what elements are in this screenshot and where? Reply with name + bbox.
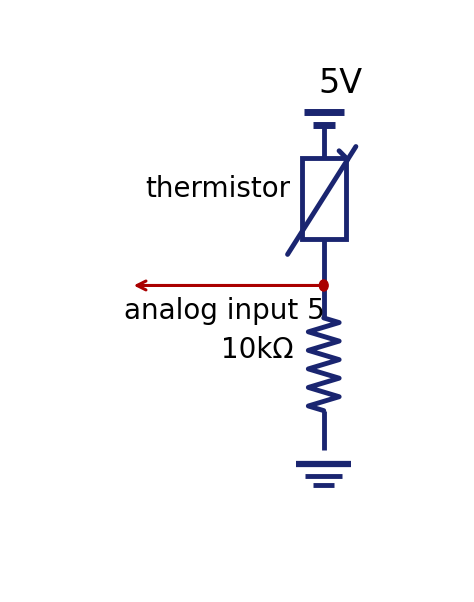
Bar bbox=[301, 158, 346, 239]
Text: 10kΩ: 10kΩ bbox=[221, 337, 293, 364]
Text: thermistor: thermistor bbox=[146, 175, 291, 203]
Text: 5V: 5V bbox=[318, 67, 362, 100]
Text: analog input 5: analog input 5 bbox=[124, 297, 324, 325]
Circle shape bbox=[319, 280, 328, 291]
